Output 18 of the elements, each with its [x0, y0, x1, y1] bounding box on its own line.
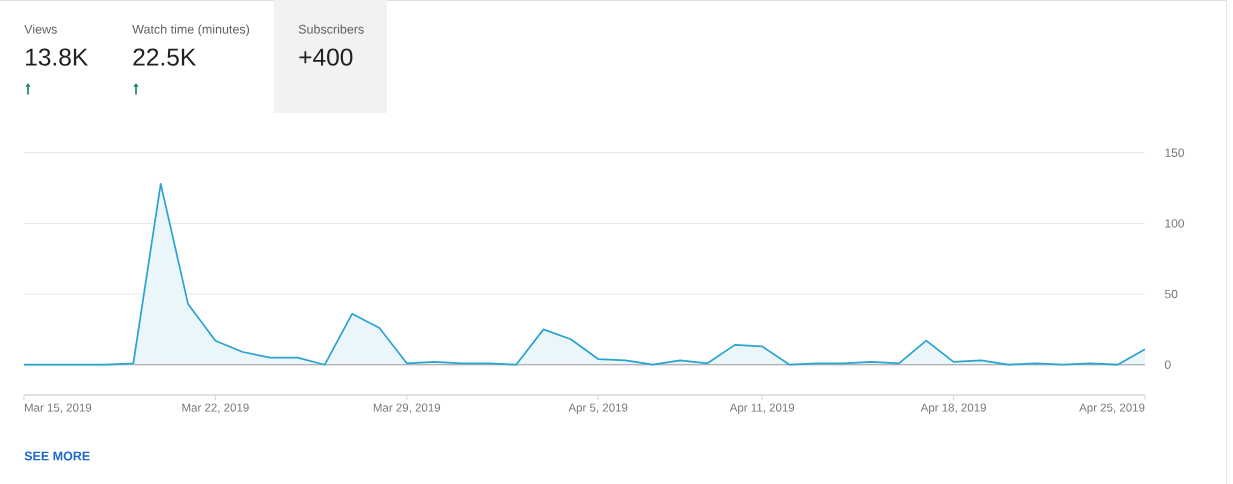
text: Watch time (minutes): [132, 24, 250, 37]
x-tick-label: Mar 29, 2019: [373, 403, 441, 414]
text: Subscribers: [298, 24, 364, 34]
y-tick-label: 100: [1165, 219, 1185, 228]
y-tick-label: 150: [1165, 148, 1185, 157]
text: SEE MORE: [24, 451, 90, 461]
x-tick-label: Mar 22, 2019: [182, 403, 249, 414]
y-tick-label: 0: [1164, 360, 1171, 369]
text: +400: [299, 48, 353, 66]
text: 13.8K: [26, 48, 88, 66]
x-tick-label: Apr 18, 2019: [920, 403, 986, 414]
text: Views: [24, 24, 57, 34]
x-tick-label: Apr 11, 2019: [729, 403, 795, 414]
text: 22.5K: [133, 48, 196, 66]
x-tick-label: Apr 25, 2019: [1079, 403, 1145, 414]
x-tick-label: Apr 5, 2019: [568, 403, 628, 414]
y-tick-label: 50: [1164, 289, 1178, 299]
x-tick-label: Mar 15, 2019: [24, 403, 92, 414]
